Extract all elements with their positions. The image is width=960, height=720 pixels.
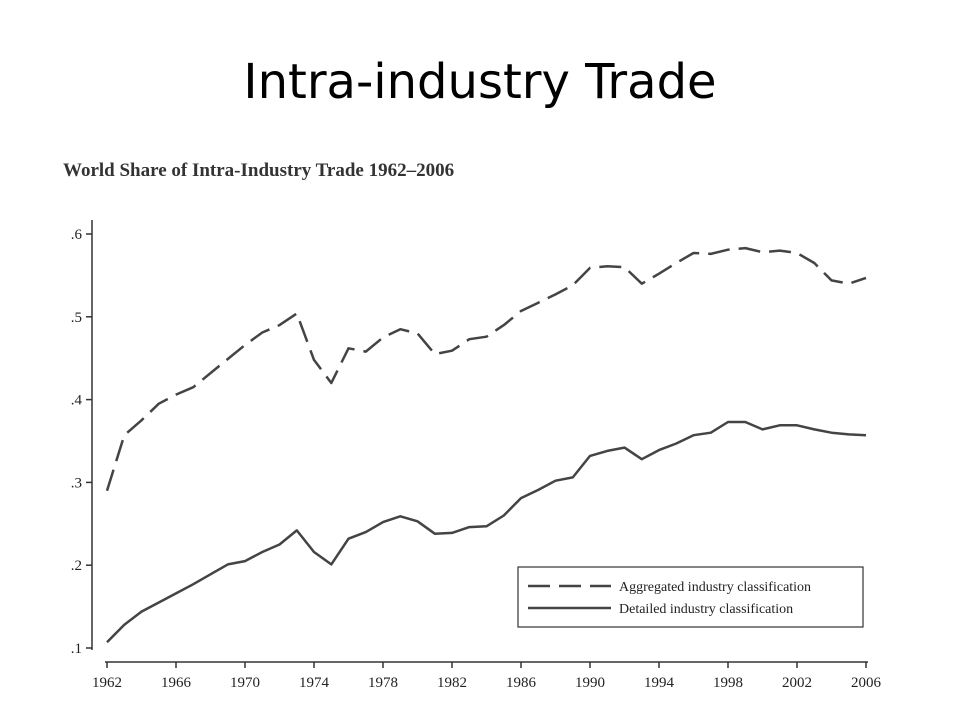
x-tick-label: 1978 bbox=[368, 675, 398, 691]
y-tick-label: .5 bbox=[71, 310, 82, 326]
legend-label: Detailed industry classification bbox=[619, 602, 793, 617]
chart-series bbox=[105, 246, 867, 644]
y-tick-label: .1 bbox=[71, 641, 82, 657]
x-tick-label: 1962 bbox=[92, 675, 122, 691]
y-tick-label: .4 bbox=[71, 393, 83, 409]
x-tick-label: 1998 bbox=[713, 675, 743, 691]
x-tick-label: 1986 bbox=[506, 675, 537, 691]
legend-box bbox=[517, 566, 864, 628]
chart-axes: .1 .2 .3 .4 .5 .6 1962 1966 1970 1974 1978 1982 1986… bbox=[71, 220, 882, 691]
series-line-aggregated bbox=[105, 246, 867, 492]
chart-title: World Share of Intra-Industry Trade 1962… bbox=[63, 160, 455, 181]
x-tick-label: 1974 bbox=[299, 675, 330, 691]
x-tick-label: 1982 bbox=[437, 675, 467, 691]
x-tick-label: 1970 bbox=[230, 675, 260, 691]
x-tick-label: 2002 bbox=[782, 675, 812, 691]
x-tick-label: 1966 bbox=[161, 675, 192, 691]
x-tick-label: 2006 bbox=[851, 675, 882, 691]
y-tick-label: .6 bbox=[71, 227, 83, 243]
chart-legend: Aggregated industry classification Detail… bbox=[517, 566, 864, 628]
series-line-detailed bbox=[106, 420, 867, 644]
slide-title: Intra-industry Trade bbox=[243, 54, 717, 110]
x-tick-label: 1990 bbox=[575, 675, 605, 691]
x-tick-label: 1994 bbox=[644, 675, 675, 691]
y-tick-label: .3 bbox=[71, 475, 82, 491]
y-tick-label: .2 bbox=[71, 558, 82, 574]
legend-label: Aggregated industry classification bbox=[619, 580, 811, 595]
